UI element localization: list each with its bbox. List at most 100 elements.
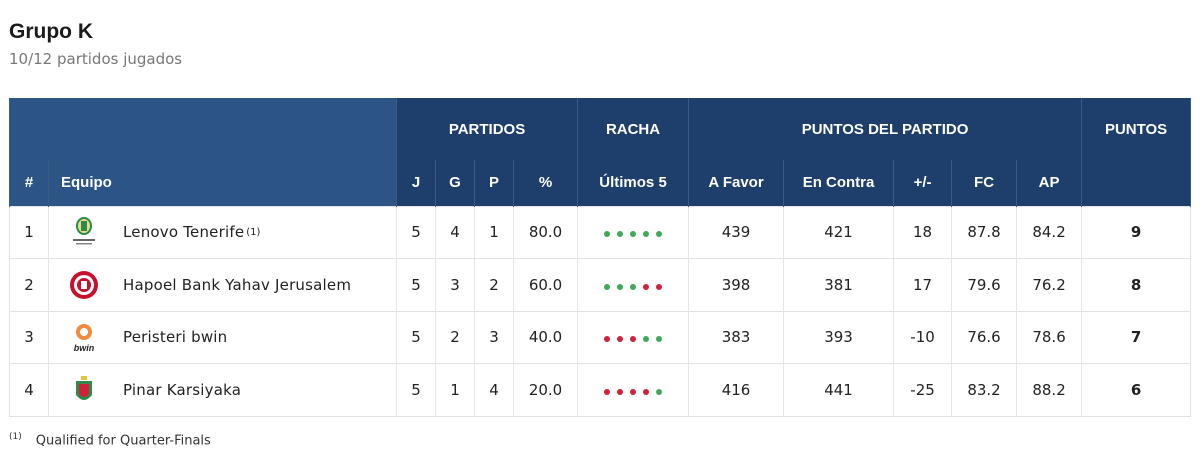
team-cell[interactable]: Pinar Karsiyaka: [48, 363, 397, 417]
games-played-subtitle: 10/12 partidos jugados: [9, 50, 183, 68]
win-dot: [630, 231, 637, 238]
team-cell[interactable]: Hapoel Bank Yahav Jerusalem: [48, 258, 397, 311]
streak-dots: [604, 283, 663, 290]
win-dot: [643, 336, 650, 343]
loss-dot: [617, 388, 624, 395]
table-row: 3 bwin Peristeri bwin 5 2 3 40.0 383 393…: [9, 310, 1192, 364]
footnote: (1) Qualified for Quarter-Finals: [9, 432, 211, 448]
diff-cell: 17: [893, 258, 952, 311]
tenerife-logo-icon: [73, 217, 95, 245]
col-g: G: [435, 160, 475, 206]
ap-cell: 84.2: [1016, 205, 1082, 259]
win-dot: [643, 231, 650, 238]
loss-dot: [656, 283, 663, 290]
table-row: 1 Lenovo Tenerife (1) 5 4 1 80.0 439: [9, 205, 1192, 259]
pct-cell: 20.0: [512, 363, 578, 417]
loss-dot: [617, 336, 624, 343]
diff-cell: 18: [893, 205, 952, 259]
diff-cell: -25: [893, 363, 952, 417]
win-dot: [656, 231, 663, 238]
g-cell: 3: [435, 258, 475, 311]
contra-cell: 421: [783, 205, 894, 259]
win-dot: [617, 283, 624, 290]
contra-cell: 441: [783, 363, 894, 417]
fc-cell: 87.8: [951, 205, 1017, 259]
col-pts-blank: [1081, 160, 1192, 206]
col-last5: Últimos 5: [577, 160, 690, 206]
streak-dots: [604, 231, 663, 238]
streak-cell: [577, 258, 689, 311]
win-dot: [617, 231, 624, 238]
team-name: Peristeri bwin: [123, 328, 228, 347]
streak-dots: [604, 336, 663, 343]
ap-cell: 76.2: [1016, 258, 1082, 311]
contra-cell: 381: [783, 258, 894, 311]
favor-cell: 398: [688, 258, 784, 311]
contra-cell: 393: [783, 310, 894, 364]
diff-cell: -10: [893, 310, 952, 364]
pct-cell: 80.0: [512, 205, 578, 259]
loss-dot: [604, 388, 611, 395]
rank-cell: 4: [9, 363, 49, 417]
table-row: 4 Pinar Karsiyaka 5 1 4 20.0 416 441 -25…: [9, 363, 1192, 417]
fc-cell: 79.6: [951, 258, 1017, 311]
hapoel-logo-icon: [70, 270, 98, 299]
team-cell[interactable]: Lenovo Tenerife (1): [48, 205, 397, 259]
ap-cell: 78.6: [1016, 310, 1082, 364]
rank-cell: 1: [9, 205, 49, 259]
peristeri-logo-icon: bwin: [74, 324, 95, 353]
pts-cell: 9: [1081, 205, 1192, 259]
loss-dot: [643, 283, 650, 290]
footnote-mark: (1): [9, 432, 22, 442]
pts-cell: 6: [1081, 363, 1192, 417]
loss-dot: [630, 336, 637, 343]
col-j: J: [396, 160, 436, 206]
header-puntos: PUNTOS: [1081, 98, 1192, 160]
p-cell: 3: [474, 310, 514, 364]
col-ap: AP: [1016, 160, 1083, 206]
loss-dot: [630, 388, 637, 395]
streak-cell: [577, 205, 689, 259]
standings-table: PARTIDOS RACHA PUNTOS DEL PARTIDO PUNTOS…: [9, 98, 1192, 417]
col-diff: +/-: [893, 160, 953, 206]
win-dot: [630, 283, 637, 290]
loss-dot: [604, 336, 611, 343]
rank-cell: 2: [9, 258, 49, 311]
header-blank: [9, 98, 397, 160]
qualified-note: (1): [246, 226, 261, 238]
streak-dots: [604, 388, 663, 395]
table-row: 2 Hapoel Bank Yahav Jerusalem 5 3 2 60.0…: [9, 258, 1192, 311]
pts-cell: 7: [1081, 310, 1192, 364]
win-dot: [604, 283, 611, 290]
j-cell: 5: [396, 258, 436, 311]
win-dot: [604, 231, 611, 238]
favor-cell: 383: [688, 310, 784, 364]
favor-cell: 439: [688, 205, 784, 259]
p-cell: 2: [474, 258, 514, 311]
team-name: Lenovo Tenerife: [123, 223, 245, 242]
pts-cell: 8: [1081, 258, 1192, 311]
pct-cell: 40.0: [512, 310, 578, 364]
favor-cell: 416: [688, 363, 784, 417]
pct-cell: 60.0: [512, 258, 578, 311]
g-cell: 1: [435, 363, 475, 417]
g-cell: 4: [435, 205, 475, 259]
j-cell: 5: [396, 205, 436, 259]
col-contra: En Contra: [783, 160, 895, 206]
streak-cell: [577, 310, 689, 364]
col-team: Equipo: [48, 160, 397, 206]
ap-cell: 88.2: [1016, 363, 1082, 417]
win-dot: [656, 336, 663, 343]
group-title: Grupo K: [9, 20, 93, 43]
svg-text:bwin: bwin: [74, 343, 95, 353]
col-pct: %: [512, 160, 579, 206]
team-name: Hapoel Bank Yahav Jerusalem: [123, 275, 352, 294]
p-cell: 1: [474, 205, 514, 259]
j-cell: 5: [396, 310, 436, 364]
header-puntos-partido: PUNTOS DEL PARTIDO: [688, 98, 1083, 160]
col-fc: FC: [951, 160, 1018, 206]
j-cell: 5: [396, 363, 436, 417]
header-partidos: PARTIDOS: [395, 98, 579, 160]
karsiyaka-logo-icon: [76, 375, 92, 400]
team-cell[interactable]: bwin Peristeri bwin: [48, 310, 397, 364]
